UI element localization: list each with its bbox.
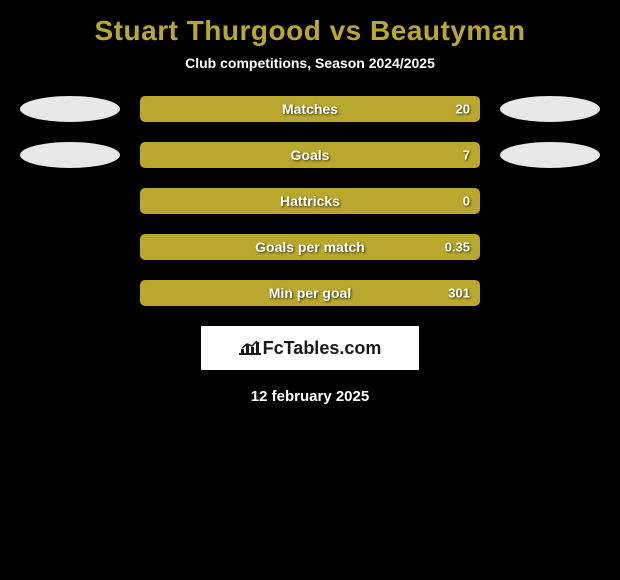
bar-label: Min per goal	[142, 285, 478, 301]
ellipse-decoration	[20, 96, 120, 122]
logo-label: FcTables.com	[263, 338, 382, 359]
ellipse-decoration	[20, 142, 120, 168]
stat-row-matches: Matches 20	[0, 96, 620, 122]
bar-label: Goals	[142, 147, 478, 163]
bar-label: Hattricks	[142, 193, 478, 209]
stat-bar: Matches 20	[140, 96, 480, 122]
page-subtitle: Club competitions, Season 2024/2025	[0, 55, 620, 96]
stat-row-goals-per-match: Goals per match 0.35	[0, 234, 620, 260]
stat-bar: Goals per match 0.35	[140, 234, 480, 260]
date-label: 12 february 2025	[0, 388, 620, 405]
bar-value: 7	[463, 148, 470, 163]
ellipse-decoration	[500, 96, 600, 122]
stat-row-hattricks: Hattricks 0	[0, 188, 620, 214]
logo-text: FcTables.com	[239, 338, 382, 359]
stat-row-goals: Goals 7	[0, 142, 620, 168]
stat-row-min-per-goal: Min per goal 301	[0, 280, 620, 306]
stat-bar: Hattricks 0	[140, 188, 480, 214]
bar-label: Matches	[142, 101, 478, 117]
bar-value: 301	[448, 286, 470, 301]
bar-value: 0.35	[445, 240, 470, 255]
stat-bar: Min per goal 301	[140, 280, 480, 306]
bar-value: 20	[456, 102, 470, 117]
chart-icon	[239, 339, 261, 357]
stat-bar: Goals 7	[140, 142, 480, 168]
page-title: Stuart Thurgood vs Beautyman	[0, 0, 620, 55]
ellipse-decoration	[500, 142, 600, 168]
bar-label: Goals per match	[142, 239, 478, 255]
logo-box: FcTables.com	[201, 326, 419, 370]
bar-value: 0	[463, 194, 470, 209]
